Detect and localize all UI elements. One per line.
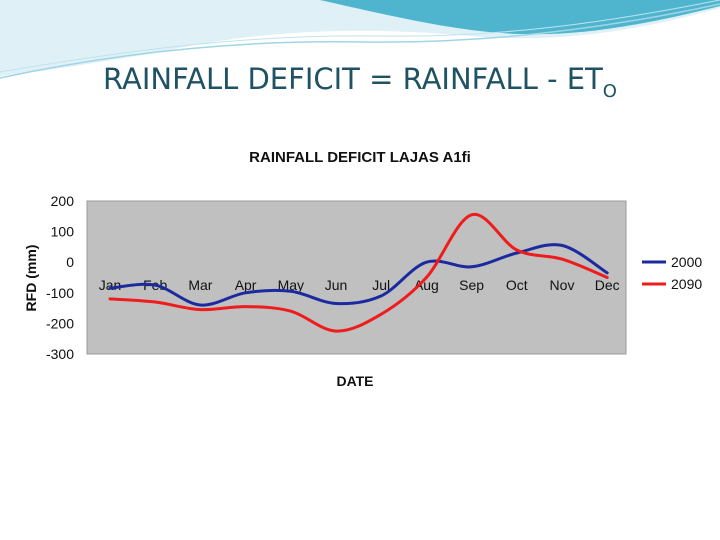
y-tick-labels: 200 100 0 -100 -200 -300 (46, 193, 74, 362)
slide-title-subscript: O (602, 81, 617, 102)
x-category-label: Sep (459, 277, 484, 293)
rainfall-deficit-chart: RAINFALL DEFICIT LAJAS A1fi RFD (mm) DAT… (23, 149, 702, 389)
x-category-label: Mar (188, 277, 212, 293)
wave-accent (320, 0, 720, 35)
x-category-label: Oct (506, 277, 528, 293)
y-tick-label: -300 (46, 346, 74, 362)
x-category-labels: Jan Feb Mar Apr May Jun Jul Aug Sep Oct Nov Dec (99, 277, 620, 293)
y-tick-label: 0 (66, 254, 74, 270)
y-tick-label: 100 (51, 224, 75, 240)
y-tick-label: -100 (46, 285, 74, 301)
y-tick-label: -200 (46, 315, 74, 331)
plot-area (86, 200, 627, 355)
series-lines (108, 213, 609, 333)
slide-title: RAINFALL DEFICIT = RAINFALL - ETO (0, 62, 720, 102)
x-category-label: Apr (235, 277, 257, 293)
header-wave-decoration (0, 0, 720, 79)
series-line-2090 (108, 213, 609, 333)
x-category-label: Aug (414, 277, 439, 293)
x-category-label: Dec (595, 277, 620, 293)
legend-label-2090: 2090 (671, 276, 702, 292)
y-tick-label: 200 (51, 193, 75, 209)
chart-container: RAINFALL DEFICIT LAJAS A1fi RFD (mm) DAT… (0, 134, 716, 402)
x-category-label: Jul (372, 277, 390, 293)
legend: 2000 2090 (642, 254, 702, 292)
chart-title: RAINFALL DEFICIT LAJAS A1fi (249, 149, 471, 166)
y-axis-label: RFD (mm) (23, 245, 39, 312)
x-category-label: Jun (325, 277, 348, 293)
slide-title-main: RAINFALL DEFICIT = RAINFALL - ET (103, 62, 603, 96)
x-axis-label: DATE (336, 373, 373, 389)
legend-label-2000: 2000 (671, 254, 702, 270)
x-category-label: Nov (550, 277, 575, 293)
x-category-label: Jan (99, 277, 122, 293)
